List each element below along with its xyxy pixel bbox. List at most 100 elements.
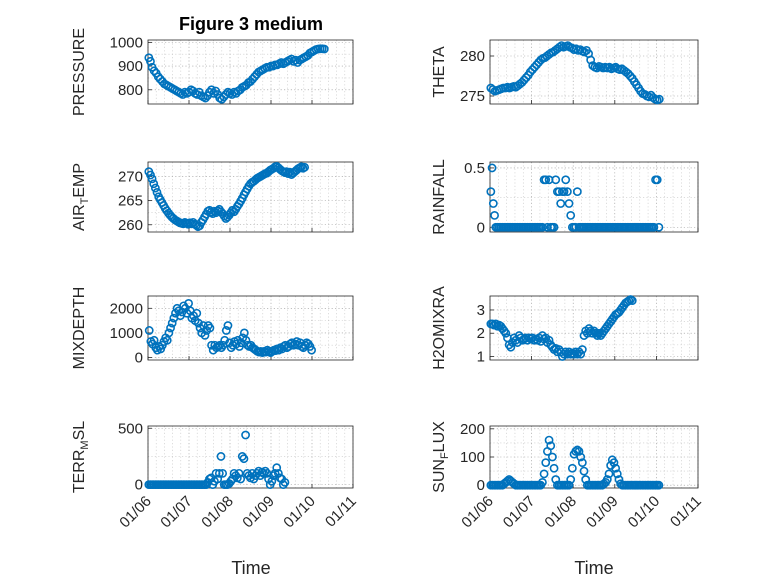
subplot-6: 1 2 3 H2OMIXRA [431,286,699,370]
data-point [564,199,574,208]
data-point [544,335,554,345]
data-point [555,42,564,52]
y-axis-label: H2OMIXRA [431,286,448,370]
data-point [609,458,619,468]
data-point [166,323,175,333]
data-point [577,458,587,468]
data-point [566,475,576,484]
y-axis-label: PRESSURE [71,28,88,116]
data-point [577,345,587,354]
data-point [280,477,290,487]
data-point [611,463,621,473]
data-point [654,94,664,104]
x-axis-label-left: Time [231,558,270,578]
data-point [604,469,614,479]
data-point [239,454,249,464]
data-point [213,474,223,484]
y-tick-label: 265 [118,193,143,210]
data-point [572,187,582,197]
x-axis-label-right: Time [574,558,613,578]
data-point [150,183,160,193]
data-point [490,210,499,220]
data-point [501,328,511,338]
data-point [223,321,233,330]
data-point [296,162,306,172]
data-point [554,187,564,197]
subplot-1: 800 900 1000 PRESSURE [71,28,354,116]
data-point [221,326,231,335]
data-point [200,330,210,340]
data-point [319,44,329,54]
data-point [152,188,162,197]
y-tick-label: 0 [477,477,485,494]
data-point [205,87,214,97]
y-tick-label: 2 [477,325,485,342]
data-point [164,328,174,338]
data-point [216,452,226,461]
data-point [541,458,551,468]
data-point [209,88,218,98]
data-point [291,55,300,65]
data-point [572,445,582,455]
y-axis-label-rest: EMP [71,163,88,198]
data-point [220,335,230,345]
data-point [546,441,556,451]
y-tick-label: 260 [118,217,143,234]
data-point [488,85,498,94]
data-point [557,41,566,50]
data-point [580,47,589,57]
data-point [576,452,586,462]
data-point [270,468,280,478]
axes-box [489,161,699,233]
data-point [538,222,547,232]
y-tick-label: 270 [118,168,143,185]
y-axis-label: THETA [431,46,448,98]
data-point [147,174,157,184]
data-point [234,468,244,478]
data-point [205,323,215,333]
y-tick-label: 275 [460,88,485,105]
data-point [236,474,246,484]
axes-box [147,425,354,489]
data-point [200,93,210,103]
data-point [267,476,277,486]
data-point [612,469,622,479]
data-point [149,66,159,76]
data-point [272,463,282,473]
data-point [192,308,202,318]
data-point [551,175,561,185]
data-point [564,480,574,490]
data-point [521,73,531,82]
data-point [300,162,310,172]
data-point [243,340,253,350]
data-point [561,175,571,185]
data-point [627,296,637,306]
y-axis-label: AIRTEMP [71,163,91,231]
data-point [539,469,549,479]
data-point [541,175,551,185]
data-point [184,87,194,97]
data-point [592,63,602,73]
data-point [167,318,177,328]
y-axis-label-main: AIR [71,204,88,231]
subplot-2: 275 280 THETA [431,39,699,105]
data-point [602,475,612,484]
data-point [549,463,559,473]
figure-title: Figure 3 medium [179,14,323,34]
data-point [548,452,557,462]
data-point [654,480,664,490]
data-point [652,175,662,185]
data-point [586,55,596,65]
y-axis-label: MIXDEPTH [71,287,88,370]
data-point [576,349,586,359]
data-point [214,468,224,478]
data-point [307,345,316,355]
data-point [218,468,228,478]
data-point [562,187,572,197]
axes-box [147,161,354,233]
data-point [571,446,581,456]
y-tick-label: 280 [460,48,485,65]
data-point [506,342,516,352]
